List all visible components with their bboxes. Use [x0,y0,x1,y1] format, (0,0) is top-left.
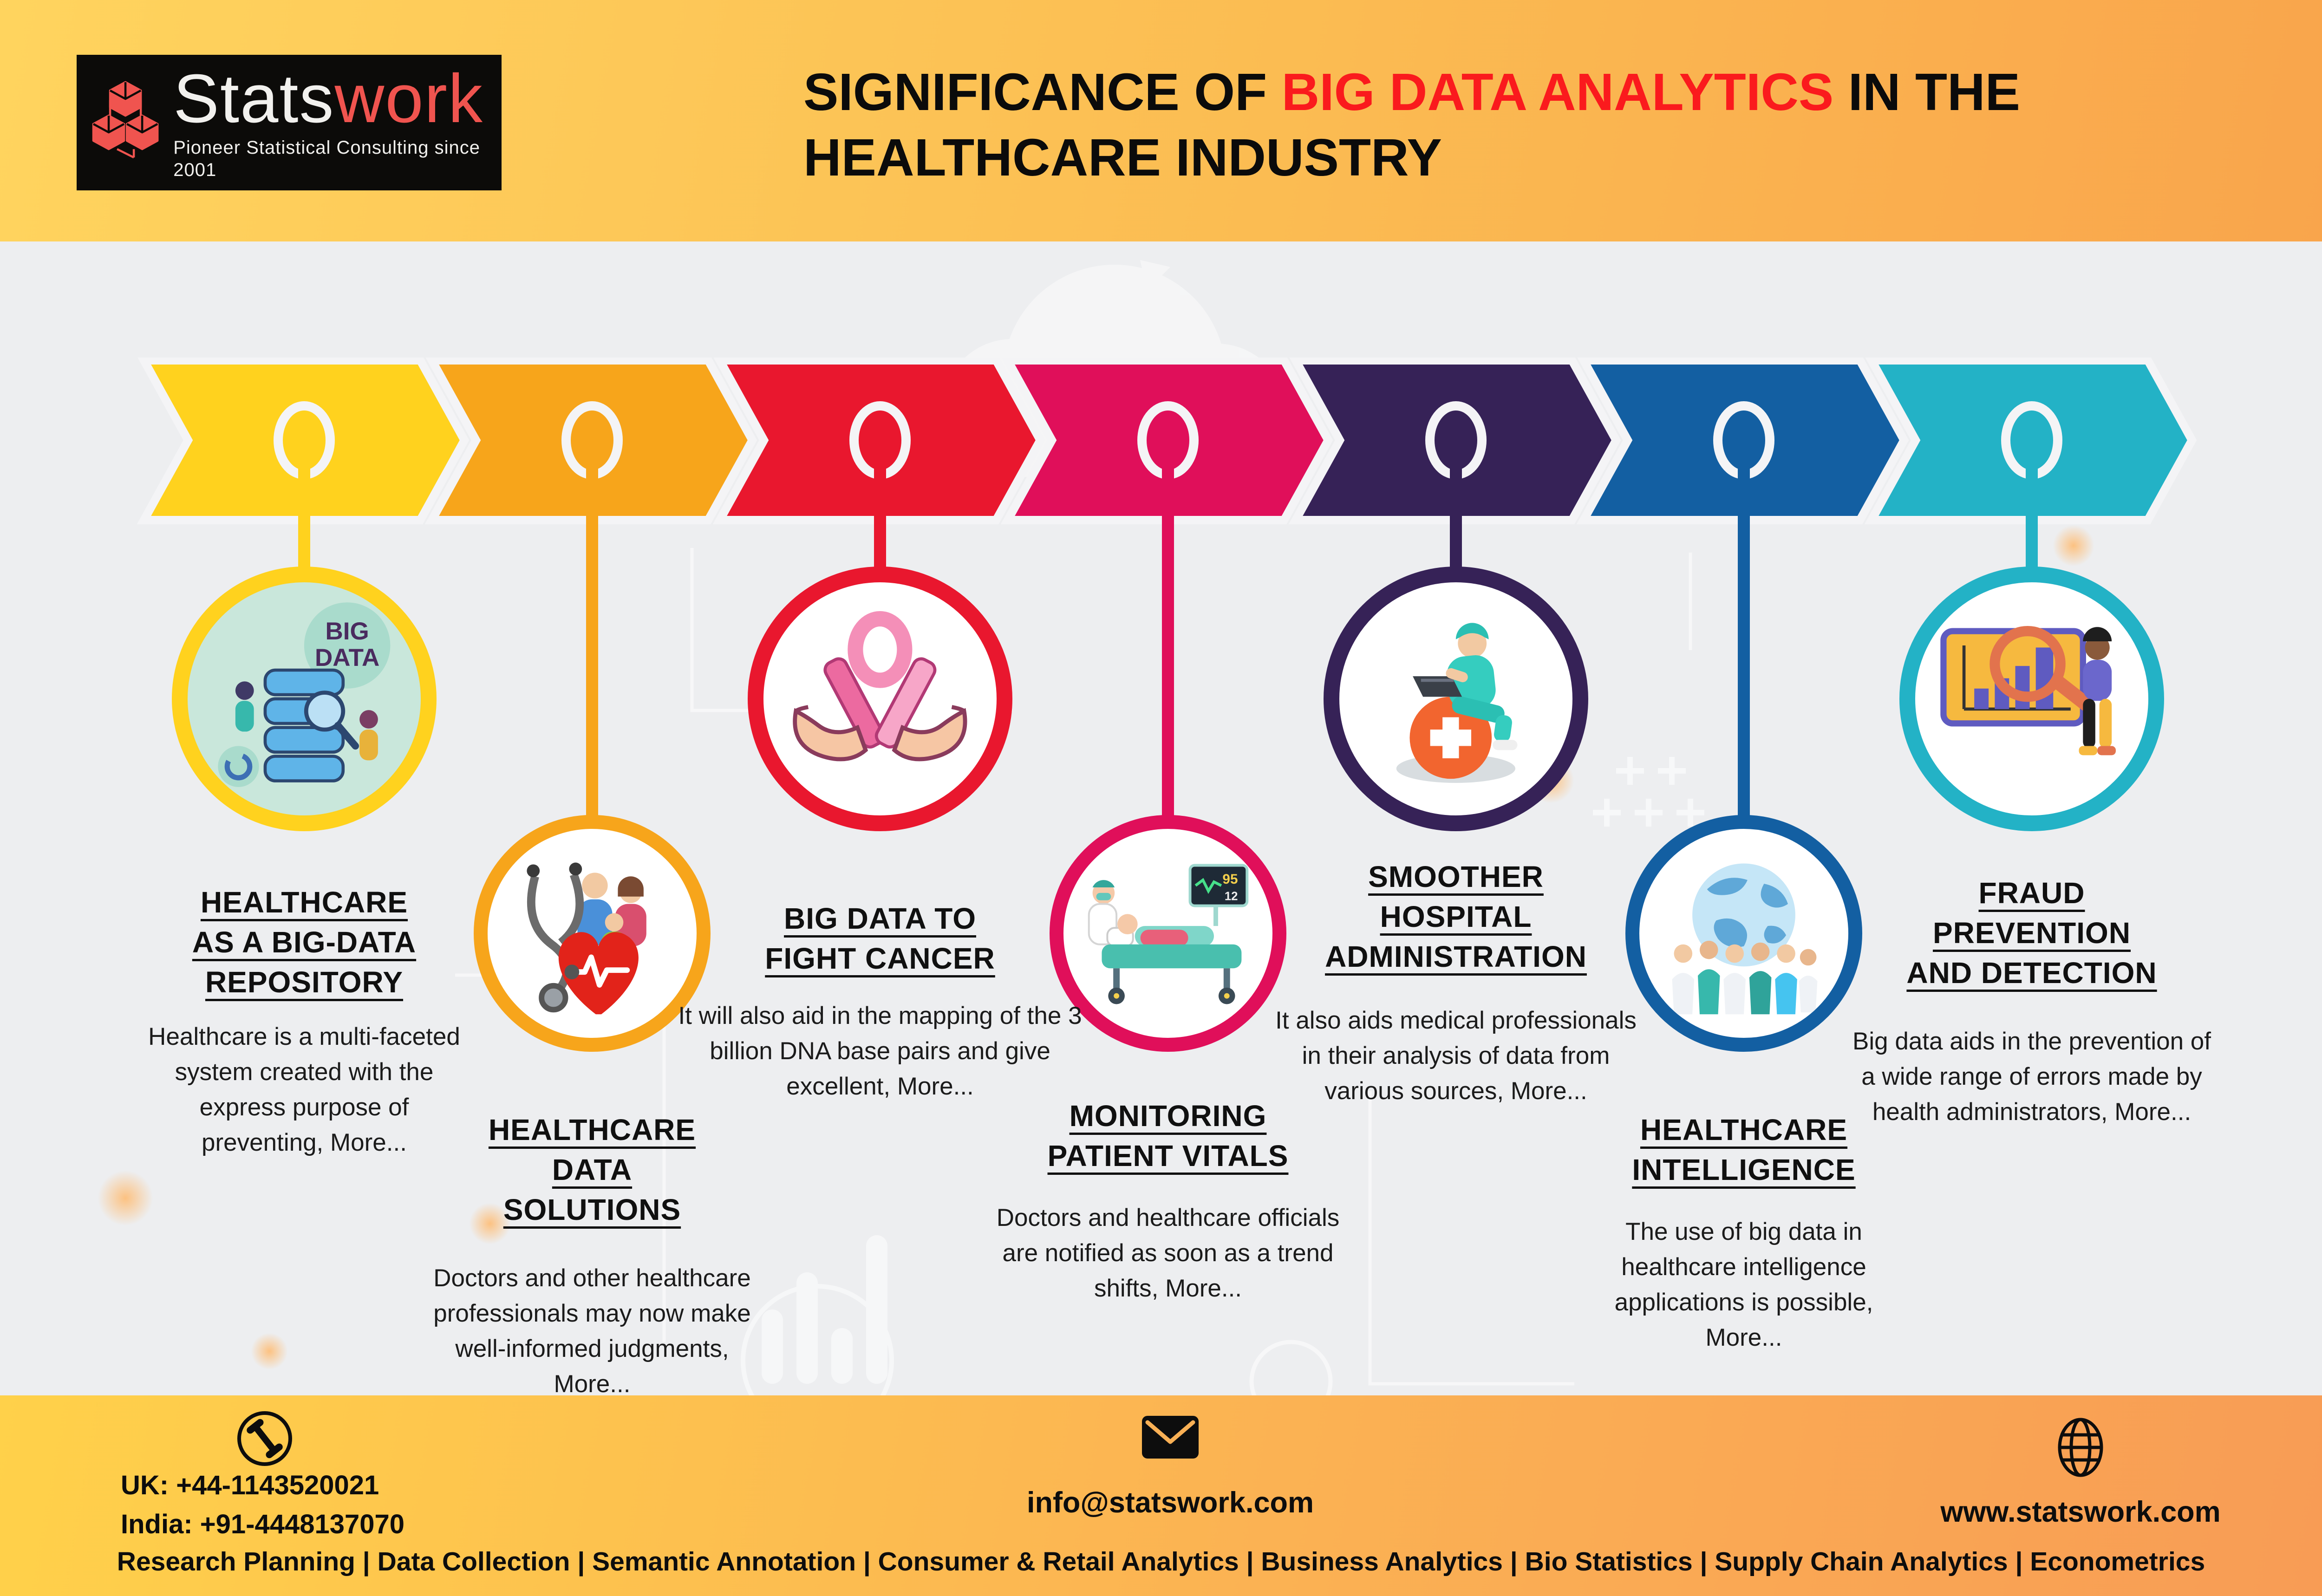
section-1-icon-circle: BIG DATA [172,567,437,831]
globe-icon [2058,1418,2103,1477]
timeline-arrow-3 [712,358,1045,524]
section-2-title: HEALTHCARE DATA SOLUTIONS [488,1113,696,1226]
family-heart-stethoscope-icon [527,862,646,1015]
section-1-title: HEALTHCARE AS A BIG-DATA REPOSITORY [192,886,417,999]
timeline-arrow-1 [137,358,470,524]
section-5-icon-circle [1324,567,1588,831]
title-part-1: SIGNIFICANCE OF [803,63,1282,121]
services-bar: Research Planning | Data Collection | Se… [117,1547,2205,1576]
stem-connector [586,464,598,831]
section-6-icon-circle [1625,815,1862,1052]
medical-cross-ball [1409,697,1492,779]
timeline-arrow-7 [1864,358,2197,524]
patient-bed-monitor-icon: 95 12 [1088,864,1249,1004]
stem-connector [1162,464,1174,831]
section-5-description: It also aids medical professionals in th… [1275,1007,1637,1105]
section-2-description: Doctors and other healthcare professiona… [433,1264,751,1398]
section-7-icon-circle [1899,567,2164,831]
section-7-description: Big data aids in the prevention of a wid… [1852,1028,2211,1126]
email-icon [1142,1416,1199,1459]
nurse-laptop-cross-icon [1396,623,1518,783]
stem-connector [1450,464,1462,585]
website-url: www.statswork.com [1940,1496,2221,1528]
title-part-2: IN THE HEALTHCARE INDUSTRY [803,63,2020,187]
timeline-arrow-6 [1576,358,1909,524]
logo-brand-primary: Stats [173,60,335,137]
section-6-description: The use of big data in healthcare intell… [1614,1218,1873,1351]
footer-band: UK: +44-1143520021 India: +91-4448137070… [0,1395,2322,1596]
logo-brand-accent: work [334,60,483,137]
globe-medical-team-icon [1672,863,1818,1015]
medical-team [1672,940,1818,1015]
section-3-title: BIG DATA TO FIGHT CANCER [765,902,995,975]
email-address: info@statswork.com [1026,1486,1314,1519]
monitor-reading-bottom: 12 [1225,890,1238,903]
timeline-arrow-4 [1000,358,1333,524]
plus-grid-watermark [1593,757,1704,827]
section-7-title: FRAUD PREVENTION AND DETECTION [1906,876,2157,990]
section-3-description: It will also aid in the mapping of the 3… [678,1002,1082,1100]
big-data-repository-icon: BIG DATA [218,602,391,787]
magnifier [304,691,359,750]
statswork-logo: Statswork Pioneer Statistical Consulting… [77,55,502,190]
stem-connector [1738,464,1750,831]
sparkle-glow [98,1170,153,1226]
section-5-title: SMOOTHER HOSPITAL ADMINISTRATION [1325,860,1587,973]
phone-icon [237,1411,292,1466]
section-4-title: MONITORING PATIENT VITALS [1047,1099,1289,1173]
progress-ring [218,746,259,787]
phone-numbers: UK: +44-1143520021 India: +91-4448137070 [121,1466,511,1544]
phone-india: India: +91-4448137070 [121,1509,405,1539]
timeline-arrow-2 [424,358,757,524]
vitals-monitor: 95 12 [1188,864,1249,926]
section-4-description: Doctors and healthcare officials are not… [996,1204,1340,1302]
section-3-icon-circle [748,567,1012,831]
tiny-people [235,681,378,761]
stem-connector [298,464,310,585]
section-6-title: HEALTHCARE INTELLIGENCE [1632,1113,1856,1186]
sparkle-glow [251,1333,288,1370]
header-band: Statswork Pioneer Statistical Consulting… [0,0,2322,241]
sitting-nurse [1413,623,1518,750]
analyst-person [2079,627,2116,756]
hospital-bed [1102,914,1242,1004]
section-1-description: Healthcare is a multi-faceted system cre… [148,1023,460,1156]
monitor-reading-top: 95 [1222,872,1238,887]
phone-uk: UK: +44-1143520021 [121,1470,379,1500]
big-data-label-line2: DATA [315,644,379,671]
cubes-logo-icon [92,81,159,159]
logo-text: Statswork Pioneer Statistical Consulting… [173,64,488,181]
globe [1692,863,1795,967]
page-title: SIGNIFICANCE OF BIG DATA ANALYTICS IN TH… [803,59,2224,190]
stem-connector [2026,464,2038,585]
fraud-analysis-icon [1940,626,2116,756]
sparkle-glow [2053,525,2094,567]
logo-tagline: Pioneer Statistical Consulting since 200… [173,137,480,180]
timeline-arrow-5 [1288,358,1621,524]
magnifier [1989,626,2094,712]
timeline-arrows [137,358,2197,524]
title-highlight: BIG DATA ANALYTICS [1281,63,1834,121]
big-data-label-line1: BIG [326,618,369,645]
cancer-ribbon-hands-icon [793,611,967,762]
